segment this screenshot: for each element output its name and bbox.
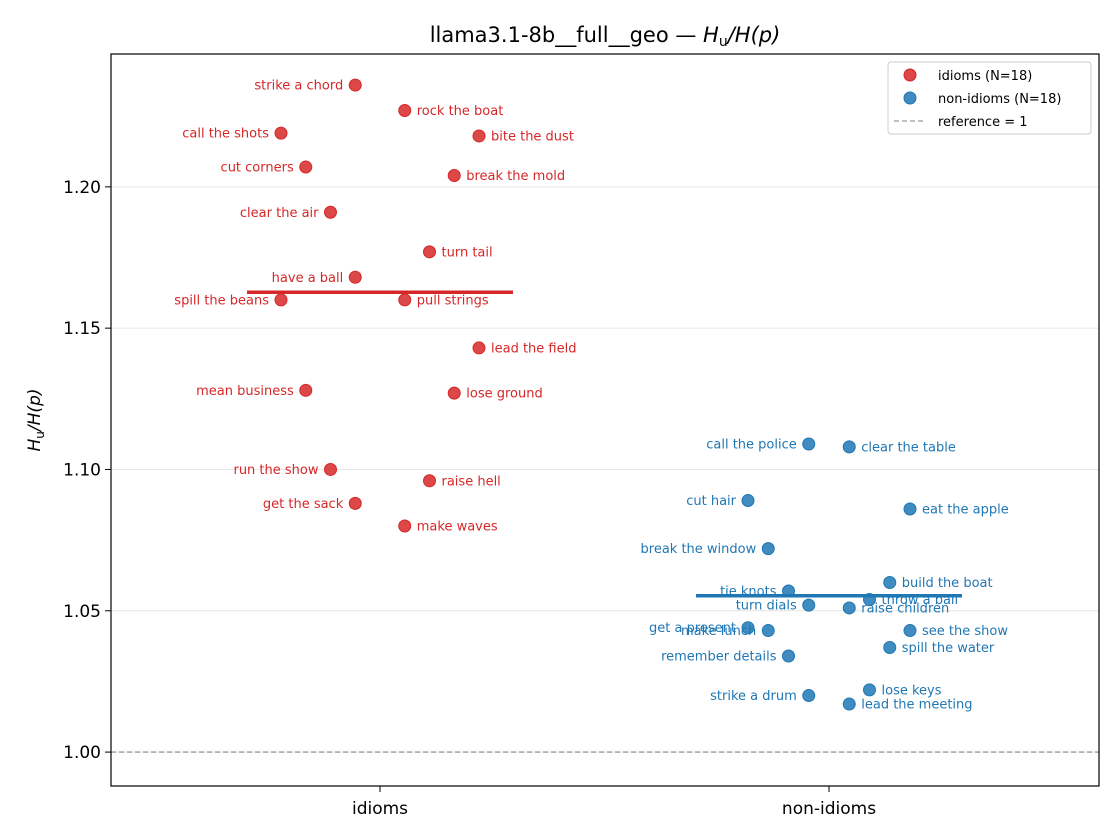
point-idioms-6 <box>324 205 337 219</box>
x-tick-label-non-idioms: non-idioms <box>782 799 876 819</box>
point-idioms-11 <box>472 341 486 355</box>
point-label-non-idioms-1: clear the table <box>861 440 956 455</box>
point-label-non-idioms-14: remember details <box>661 649 777 664</box>
point-idioms-9 <box>274 293 288 307</box>
plot-frame <box>110 53 1100 787</box>
legend-label-idioms: idioms (N=18) <box>938 69 1032 84</box>
point-idioms-2 <box>274 126 288 140</box>
point-non-idioms-4 <box>761 542 775 556</box>
chart-title: llama3.1-8b__full__geo — Hu/H(p) <box>430 23 781 50</box>
point-label-idioms-16: get the sack <box>263 497 344 512</box>
point-idioms-12 <box>299 383 313 397</box>
point-idioms-5 <box>447 169 461 183</box>
y-axis-label: Hu/H(p) <box>25 389 47 452</box>
point-label-idioms-15: raise hell <box>442 474 501 489</box>
point-idioms-14 <box>324 462 337 476</box>
point-label-non-idioms-6: tie knots <box>720 584 777 599</box>
point-non-idioms-11 <box>761 624 775 638</box>
legend: idioms (N=18) non-idioms (N=18) reference … <box>887 61 1092 135</box>
point-non-idioms-9 <box>842 601 856 615</box>
point-non-idioms-3 <box>903 502 917 516</box>
point-label-non-idioms-17: lead the meeting <box>861 698 972 713</box>
y-tick-label-2: 1.10 <box>63 460 101 480</box>
point-label-idioms-11: lead the field <box>491 341 576 356</box>
point-non-idioms-0 <box>802 437 816 451</box>
point-label-non-idioms-7: throw a ball <box>882 593 959 608</box>
point-non-idioms-1 <box>842 440 856 454</box>
point-label-non-idioms-9: raise children <box>861 601 949 616</box>
point-label-idioms-17: make waves <box>417 519 498 534</box>
point-non-idioms-8 <box>802 598 816 612</box>
point-label-idioms-12: mean business <box>196 384 294 399</box>
point-idioms-10 <box>398 293 412 307</box>
point-non-idioms-14 <box>782 649 795 663</box>
point-idioms-4 <box>299 160 313 174</box>
x-tick-label-idioms: idioms <box>352 799 408 819</box>
point-label-non-idioms-15: lose keys <box>882 683 942 698</box>
point-idioms-15 <box>423 474 436 488</box>
point-non-idioms-17 <box>842 697 856 711</box>
point-label-idioms-6: clear the air <box>240 206 319 221</box>
point-idioms-3 <box>472 129 486 143</box>
point-label-idioms-14: run the show <box>233 463 318 478</box>
point-non-idioms-7 <box>863 592 876 606</box>
y-tick-label-0: 1.00 <box>63 743 101 763</box>
point-non-idioms-16 <box>802 689 816 703</box>
point-idioms-0 <box>348 78 362 92</box>
plot-area: 1.00 1.05 1.10 1.15 1.20 idioms non-idioms stri… <box>63 53 1100 819</box>
point-label-non-idioms-4: break the window <box>641 542 757 557</box>
point-non-idioms-2 <box>741 494 755 508</box>
point-label-non-idioms-16: strike a drum <box>710 689 797 704</box>
point-label-non-idioms-5: build the boat <box>902 576 993 591</box>
y-tick-label-3: 1.15 <box>63 319 101 339</box>
legend-box <box>887 61 1092 135</box>
point-label-non-idioms-2: cut hair <box>686 494 736 509</box>
point-idioms-13 <box>447 386 461 400</box>
legend-label-reference: reference = 1 <box>938 115 1028 130</box>
point-label-idioms-7: turn tail <box>442 245 493 260</box>
point-non-idioms-12 <box>903 624 917 638</box>
point-label-idioms-4: cut corners <box>221 161 294 176</box>
point-non-idioms-5 <box>883 576 897 590</box>
point-label-non-idioms-13: spill the water <box>902 641 995 656</box>
point-idioms-17 <box>398 519 412 533</box>
point-idioms-7 <box>423 245 436 259</box>
legend-marker-non-idioms <box>903 91 917 105</box>
point-label-idioms-8: have a ball <box>272 271 344 286</box>
point-non-idioms-10 <box>741 621 755 635</box>
point-label-idioms-9: spill the beans <box>174 293 269 308</box>
y-tick-label-1: 1.05 <box>63 602 101 622</box>
point-label-non-idioms-12: see the show <box>922 624 1008 639</box>
point-label-non-idioms-8: turn dials <box>736 599 797 614</box>
point-idioms-8 <box>348 270 362 284</box>
point-label-idioms-1: rock the boat <box>417 104 504 119</box>
legend-label-non-idioms: non-idioms (N=18) <box>938 92 1061 107</box>
point-label-idioms-13: lose ground <box>466 387 542 402</box>
point-non-idioms-13 <box>883 641 897 655</box>
y-tick-label-4: 1.20 <box>63 178 101 198</box>
legend-marker-idioms <box>903 68 917 82</box>
point-label-idioms-3: bite the dust <box>491 129 574 144</box>
point-label-idioms-0: strike a chord <box>254 79 343 94</box>
point-label-non-idioms-3: eat the apple <box>922 503 1009 518</box>
point-non-idioms-6 <box>782 584 795 598</box>
point-label-idioms-10: pull strings <box>417 293 489 308</box>
point-label-non-idioms-10: get a present <box>649 621 736 636</box>
point-label-idioms-2: call the shots <box>182 127 269 142</box>
point-label-idioms-5: break the mold <box>466 169 565 184</box>
point-non-idioms-15 <box>863 683 876 697</box>
point-idioms-1 <box>398 104 412 118</box>
point-label-non-idioms-0: call the police <box>706 438 797 453</box>
point-label-non-idioms-11: make lunch <box>681 624 756 639</box>
point-idioms-16 <box>348 496 362 510</box>
